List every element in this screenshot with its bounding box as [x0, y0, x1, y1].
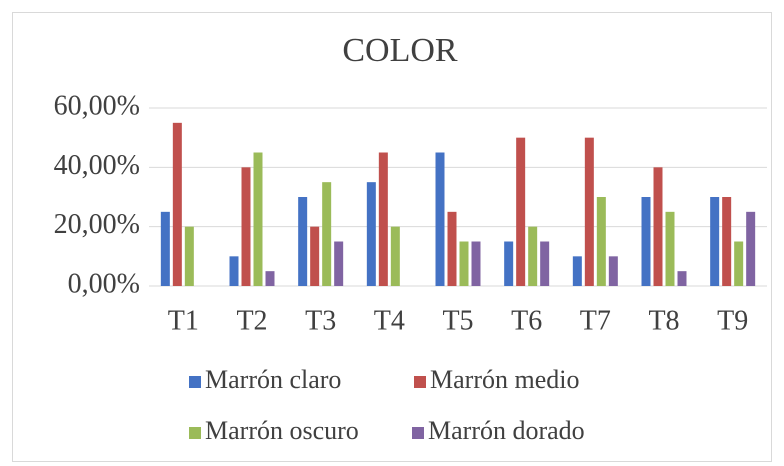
y-tick-label: 20,00%	[54, 209, 140, 240]
bar	[665, 211, 675, 286]
y-tick-label: 0,00%	[68, 268, 140, 299]
legend-swatch	[412, 427, 424, 439]
bar	[172, 122, 182, 286]
bar	[265, 271, 275, 286]
bar	[435, 152, 445, 286]
bar	[710, 197, 720, 286]
bar	[653, 167, 663, 286]
bar	[608, 256, 618, 286]
x-tick-label: T1	[168, 305, 199, 336]
bar	[746, 211, 756, 286]
legend-label: Marrón medio	[430, 365, 579, 394]
x-tick-label: T3	[305, 305, 336, 336]
x-tick-label: T4	[374, 305, 405, 336]
legend-swatch	[414, 376, 426, 388]
chart-title: COLOR	[342, 32, 458, 69]
legend-label: Marrón claro	[205, 365, 341, 394]
bar	[722, 197, 732, 286]
legend-label: Marrón oscuro	[205, 416, 359, 445]
bar	[322, 182, 332, 286]
bar	[734, 241, 744, 286]
x-tick-label: T8	[648, 305, 679, 336]
x-tick-label: T9	[717, 305, 748, 336]
bar	[160, 211, 170, 286]
bar	[378, 152, 388, 286]
bar	[641, 197, 651, 286]
bar	[241, 167, 251, 286]
bar	[390, 226, 400, 286]
bar	[298, 197, 308, 286]
bar	[596, 197, 606, 286]
legend-swatch	[189, 427, 201, 439]
bar	[229, 256, 239, 286]
bar	[528, 226, 538, 286]
x-tick-label: T2	[236, 305, 267, 336]
y-tick-label: 40,00%	[54, 150, 140, 181]
x-tick-label: T6	[511, 305, 542, 336]
bar	[540, 241, 550, 286]
bar	[516, 137, 526, 286]
bar	[184, 226, 194, 286]
bar	[504, 241, 514, 286]
legend-swatch	[189, 376, 201, 388]
bar	[253, 152, 263, 286]
bar	[584, 137, 594, 286]
bar	[447, 211, 457, 286]
bar	[310, 226, 320, 286]
x-tick-label: T5	[442, 305, 473, 336]
bar	[471, 241, 481, 286]
bar	[459, 241, 469, 286]
bar	[366, 182, 376, 286]
x-tick-label: T7	[580, 305, 611, 336]
bar	[677, 271, 687, 286]
bar	[334, 241, 344, 286]
bar	[572, 256, 582, 286]
legend-label: Marrón dorado	[428, 416, 585, 445]
y-tick-label: 60,00%	[54, 90, 140, 121]
